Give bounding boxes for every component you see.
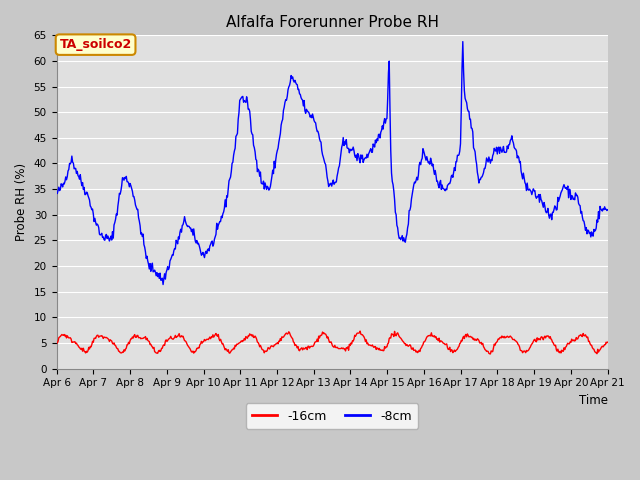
Text: TA_soilco2: TA_soilco2 — [60, 38, 132, 51]
X-axis label: Time: Time — [579, 394, 608, 407]
Title: Alfalfa Forerunner Probe RH: Alfalfa Forerunner Probe RH — [226, 15, 438, 30]
Legend: -16cm, -8cm: -16cm, -8cm — [246, 403, 418, 429]
Y-axis label: Probe RH (%): Probe RH (%) — [15, 163, 28, 241]
